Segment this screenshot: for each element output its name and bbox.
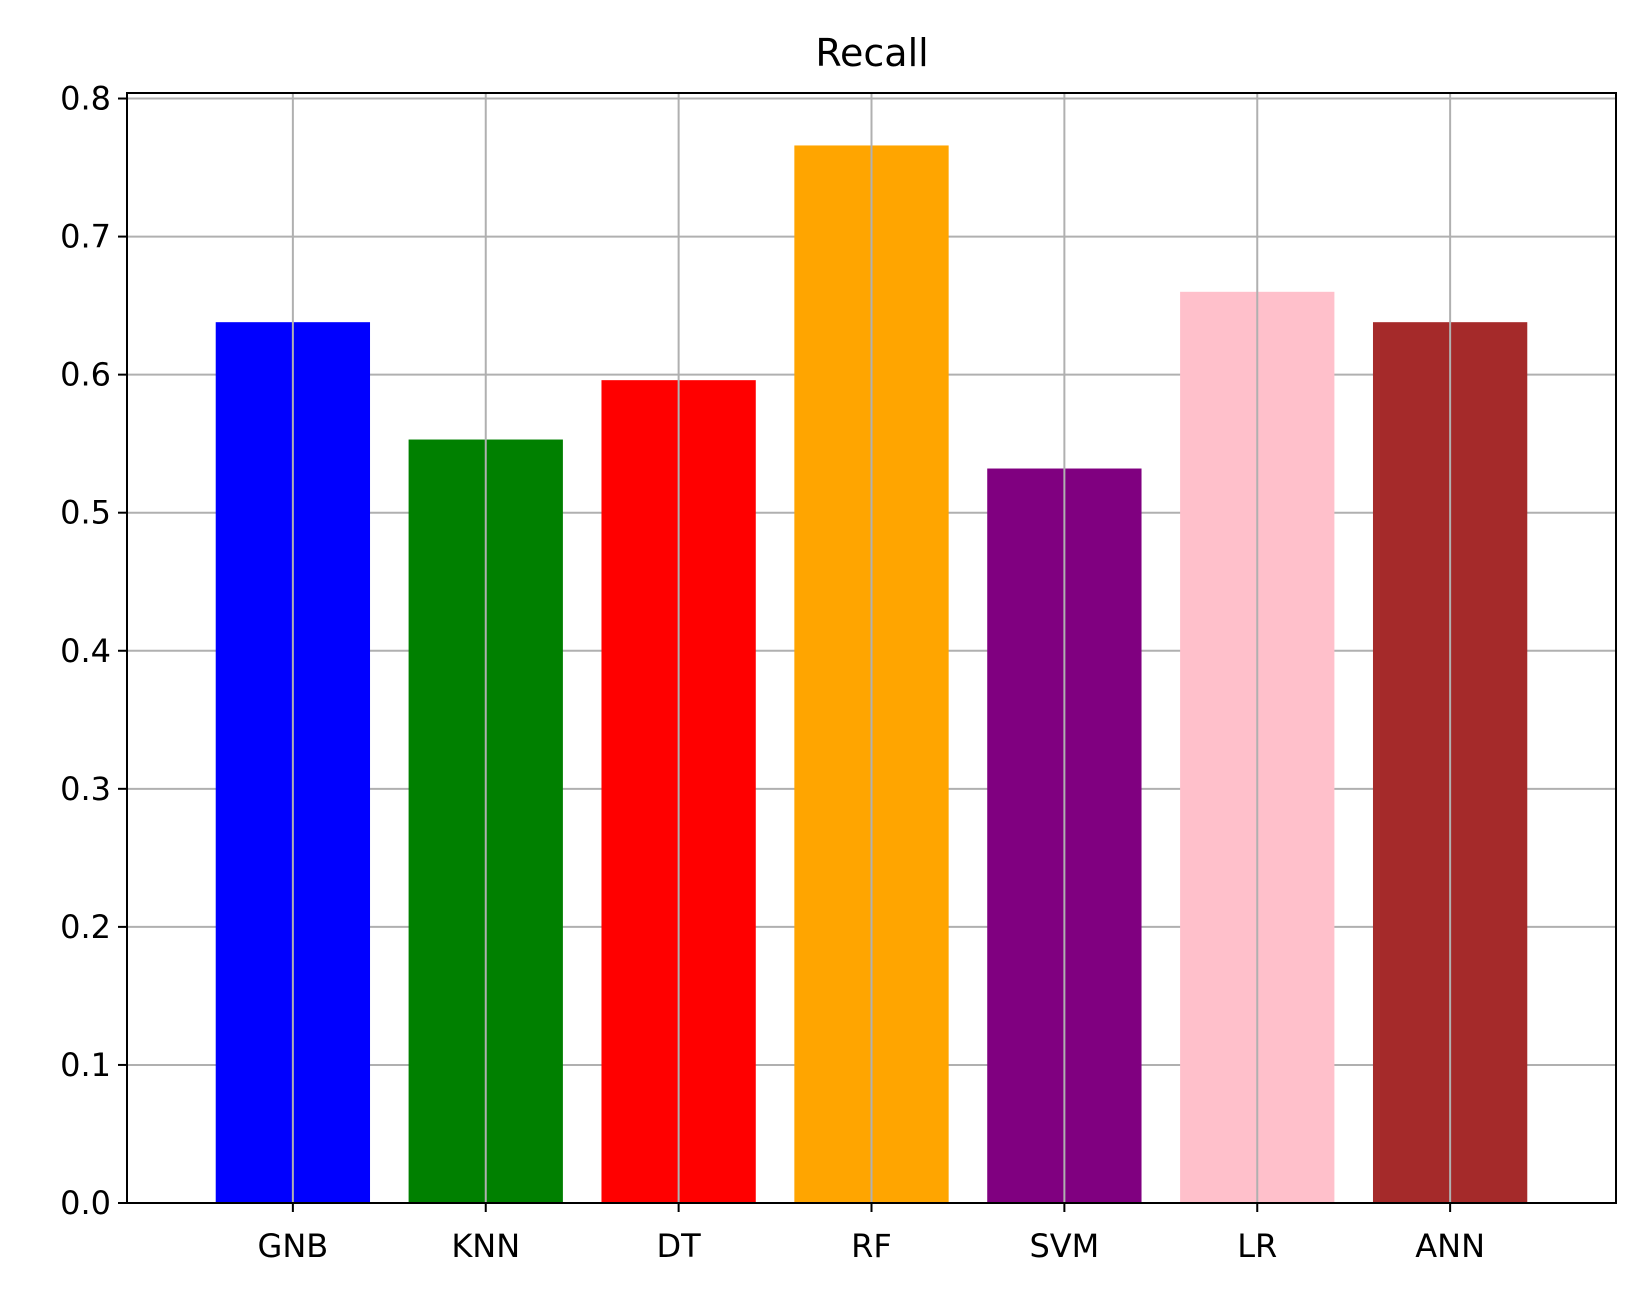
y-tick-label: 0.6 <box>60 356 111 394</box>
chart-title: Recall <box>815 31 928 75</box>
y-tick-label: 0.2 <box>60 908 111 946</box>
y-tick-label: 0.8 <box>60 80 111 118</box>
y-ticks: 0.0 0.1 0.2 0.3 0.4 0.5 0.6 0.7 0.8 <box>60 80 127 1222</box>
plot-frame <box>126 92 1617 1204</box>
x-tick-label-lr: LR <box>1237 1227 1277 1265</box>
x-tick-label-gnb: GNB <box>258 1227 329 1265</box>
y-tick-label: 0.4 <box>60 632 111 670</box>
x-tick-label-dt: DT <box>657 1227 702 1265</box>
x-tick-label-svm: SVM <box>1029 1227 1099 1265</box>
x-tick-label-rf: RF <box>851 1227 892 1265</box>
x-tick-label-ann: ANN <box>1415 1227 1485 1265</box>
x-ticks: GNB KNN DT RF SVM LR ANN <box>258 1203 1485 1265</box>
y-tick-label: 0.1 <box>60 1046 111 1084</box>
y-tick-label: 0.0 <box>60 1184 111 1222</box>
y-tick-label: 0.5 <box>60 494 111 532</box>
x-tick-label-knn: KNN <box>451 1227 520 1265</box>
y-tick-label: 0.3 <box>60 770 111 808</box>
x-grid-lines <box>291 93 1452 1203</box>
y-tick-label: 0.7 <box>60 218 111 256</box>
